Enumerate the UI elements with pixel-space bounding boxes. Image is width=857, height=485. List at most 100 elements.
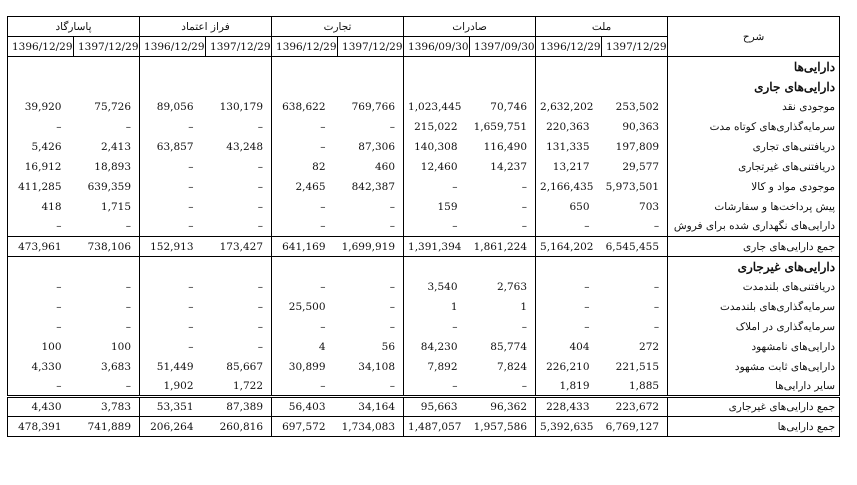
value-cell: 1,885 xyxy=(629,379,660,392)
table-row: 4,330 3,683 51,449 85,667 30,899 34,108 7,892 7… xyxy=(7,356,841,377)
section-title: دارایی‌ها xyxy=(667,56,841,77)
value-cell: – xyxy=(257,220,264,233)
value-cell: 159 xyxy=(403,196,470,217)
value-cell: 34,164 xyxy=(337,395,404,417)
date-header: 1396/12/29 xyxy=(271,36,338,57)
value-cell: 1,391,394 xyxy=(403,236,470,257)
value-cell: – xyxy=(125,220,132,233)
table-row: 16,912 18,893– –82 460 12,460 14,237 13,217 29,… xyxy=(7,156,841,177)
value-cell: – xyxy=(139,176,206,197)
value-cell: 34,108 xyxy=(358,360,396,373)
value-cell: 2,632,202 xyxy=(535,96,602,117)
value-cell: 650 xyxy=(535,196,602,217)
value-cell: 16,912 xyxy=(7,156,74,177)
value-cell: 12,460 xyxy=(403,156,470,177)
value-cell: 260,816 xyxy=(205,416,272,437)
value-cell: 70,746 xyxy=(490,100,528,113)
value-cell: – xyxy=(535,276,602,297)
value-cell: 215,022 xyxy=(403,116,470,137)
value-cell: 5,973,501 xyxy=(605,180,660,193)
value-cell xyxy=(602,257,668,277)
value-cell: – xyxy=(653,280,660,293)
row-label: دریافتنی‌های تجاری xyxy=(667,136,841,157)
value-cell: 1,957,586 xyxy=(469,416,536,437)
row-label: سرمایه‌گذاری در املاک xyxy=(667,316,841,337)
value-cell: 404 xyxy=(535,336,602,357)
value-cell: – xyxy=(139,156,206,177)
value-cell: 3,540 xyxy=(403,276,470,297)
row-label: دارایی‌های نگهداری شده برای فروش xyxy=(667,216,841,237)
total-row: 478,391 741,889 206,264 260,816 697,572 1,734… xyxy=(7,416,841,437)
value-cell: – xyxy=(139,316,206,337)
value-cell: – xyxy=(125,280,132,293)
value-cell: 51,449 xyxy=(139,356,206,377)
value-cell: 2,763 xyxy=(496,280,528,293)
value-cell: – xyxy=(7,376,74,397)
value-cell xyxy=(470,77,536,97)
value-cell: 85,774 xyxy=(490,340,528,353)
value-cell: 56,403 xyxy=(271,395,338,417)
value-cell: – xyxy=(7,296,74,317)
total-row: 4,430 3,783 53,351 87,389 56,403 34,164 95,663… xyxy=(7,395,841,417)
table-body: دارایی‌ها دارایی‌های جاری 39,920 75,726 89,0… xyxy=(7,56,841,437)
value-cell: 152,913 xyxy=(139,236,206,257)
value-cell: 30,899 xyxy=(271,356,338,377)
value-cell: 226,210 xyxy=(535,356,602,377)
row-label: جمع دارایی‌ها xyxy=(667,416,841,437)
row-label: جمع دارایی‌های جاری xyxy=(667,236,841,257)
value-cell xyxy=(338,57,404,77)
value-cell: 697,572 xyxy=(271,416,338,437)
value-cell: – xyxy=(139,296,206,317)
date-header: 1397/12/29 xyxy=(205,36,272,57)
table-row: – –1,902 1,722– – – –1,819 1,885 سایر دارایی‌ها xyxy=(7,376,841,397)
value-cell: – xyxy=(535,316,602,337)
value-cell xyxy=(7,76,74,97)
value-cell: 418 xyxy=(7,196,74,217)
value-cell: 703 xyxy=(639,200,660,213)
value-cell: 1,722 xyxy=(232,379,264,392)
value-cell: – xyxy=(403,316,470,337)
value-cell xyxy=(271,56,338,77)
value-cell: 96,362 xyxy=(469,395,536,417)
value-cell xyxy=(7,256,74,277)
value-cell xyxy=(403,56,470,77)
value-cell: – xyxy=(535,296,602,317)
total-row: 473,961 738,106 152,913 173,427 641,169 1,699… xyxy=(7,236,841,257)
value-cell: 87,389 xyxy=(205,395,272,417)
value-cell xyxy=(403,76,470,97)
value-cell: 5,426 xyxy=(7,136,74,157)
value-cell xyxy=(74,57,140,77)
value-cell: 18,893 xyxy=(94,160,132,173)
value-cell: 116,490 xyxy=(483,140,528,153)
value-cell: – xyxy=(389,300,396,313)
date-header: 1397/09/30 xyxy=(469,36,536,57)
value-cell: 223,672 xyxy=(601,395,668,417)
value-cell: – xyxy=(271,216,338,237)
value-cell: 741,889 xyxy=(73,416,140,437)
value-cell: – xyxy=(125,300,132,313)
date-header: 1396/12/29 xyxy=(7,36,74,57)
value-cell: 14,237 xyxy=(490,160,528,173)
value-cell: – xyxy=(653,300,660,313)
value-cell: – xyxy=(521,320,528,333)
row-label: دریافتنی‌های بلندمدت xyxy=(667,276,841,297)
row-label: سایر دارایی‌ها xyxy=(667,376,841,397)
value-cell: 56 xyxy=(381,340,396,353)
value-cell: – xyxy=(271,376,338,397)
value-cell: – xyxy=(257,160,264,173)
value-cell: 4,430 xyxy=(7,395,74,417)
row-label: دارایی‌های نامشهود xyxy=(667,336,841,357)
value-cell xyxy=(206,77,272,97)
value-cell: – xyxy=(139,116,206,137)
value-cell xyxy=(206,57,272,77)
value-cell: 1 xyxy=(403,296,470,317)
value-cell: 82 xyxy=(271,156,338,177)
value-cell: – xyxy=(271,116,338,137)
header-group-row: پاسارگاد فراز اعتماد تجارت صادرات ملت شر… xyxy=(6,16,841,57)
value-cell: 84,230 xyxy=(403,336,470,357)
row-label: جمع دارایی‌های غیرجاری xyxy=(667,395,841,417)
value-cell: 1,487,057 xyxy=(403,416,470,437)
value-cell xyxy=(74,257,140,277)
value-cell xyxy=(535,256,602,277)
value-cell: 5,164,202 xyxy=(535,236,602,257)
